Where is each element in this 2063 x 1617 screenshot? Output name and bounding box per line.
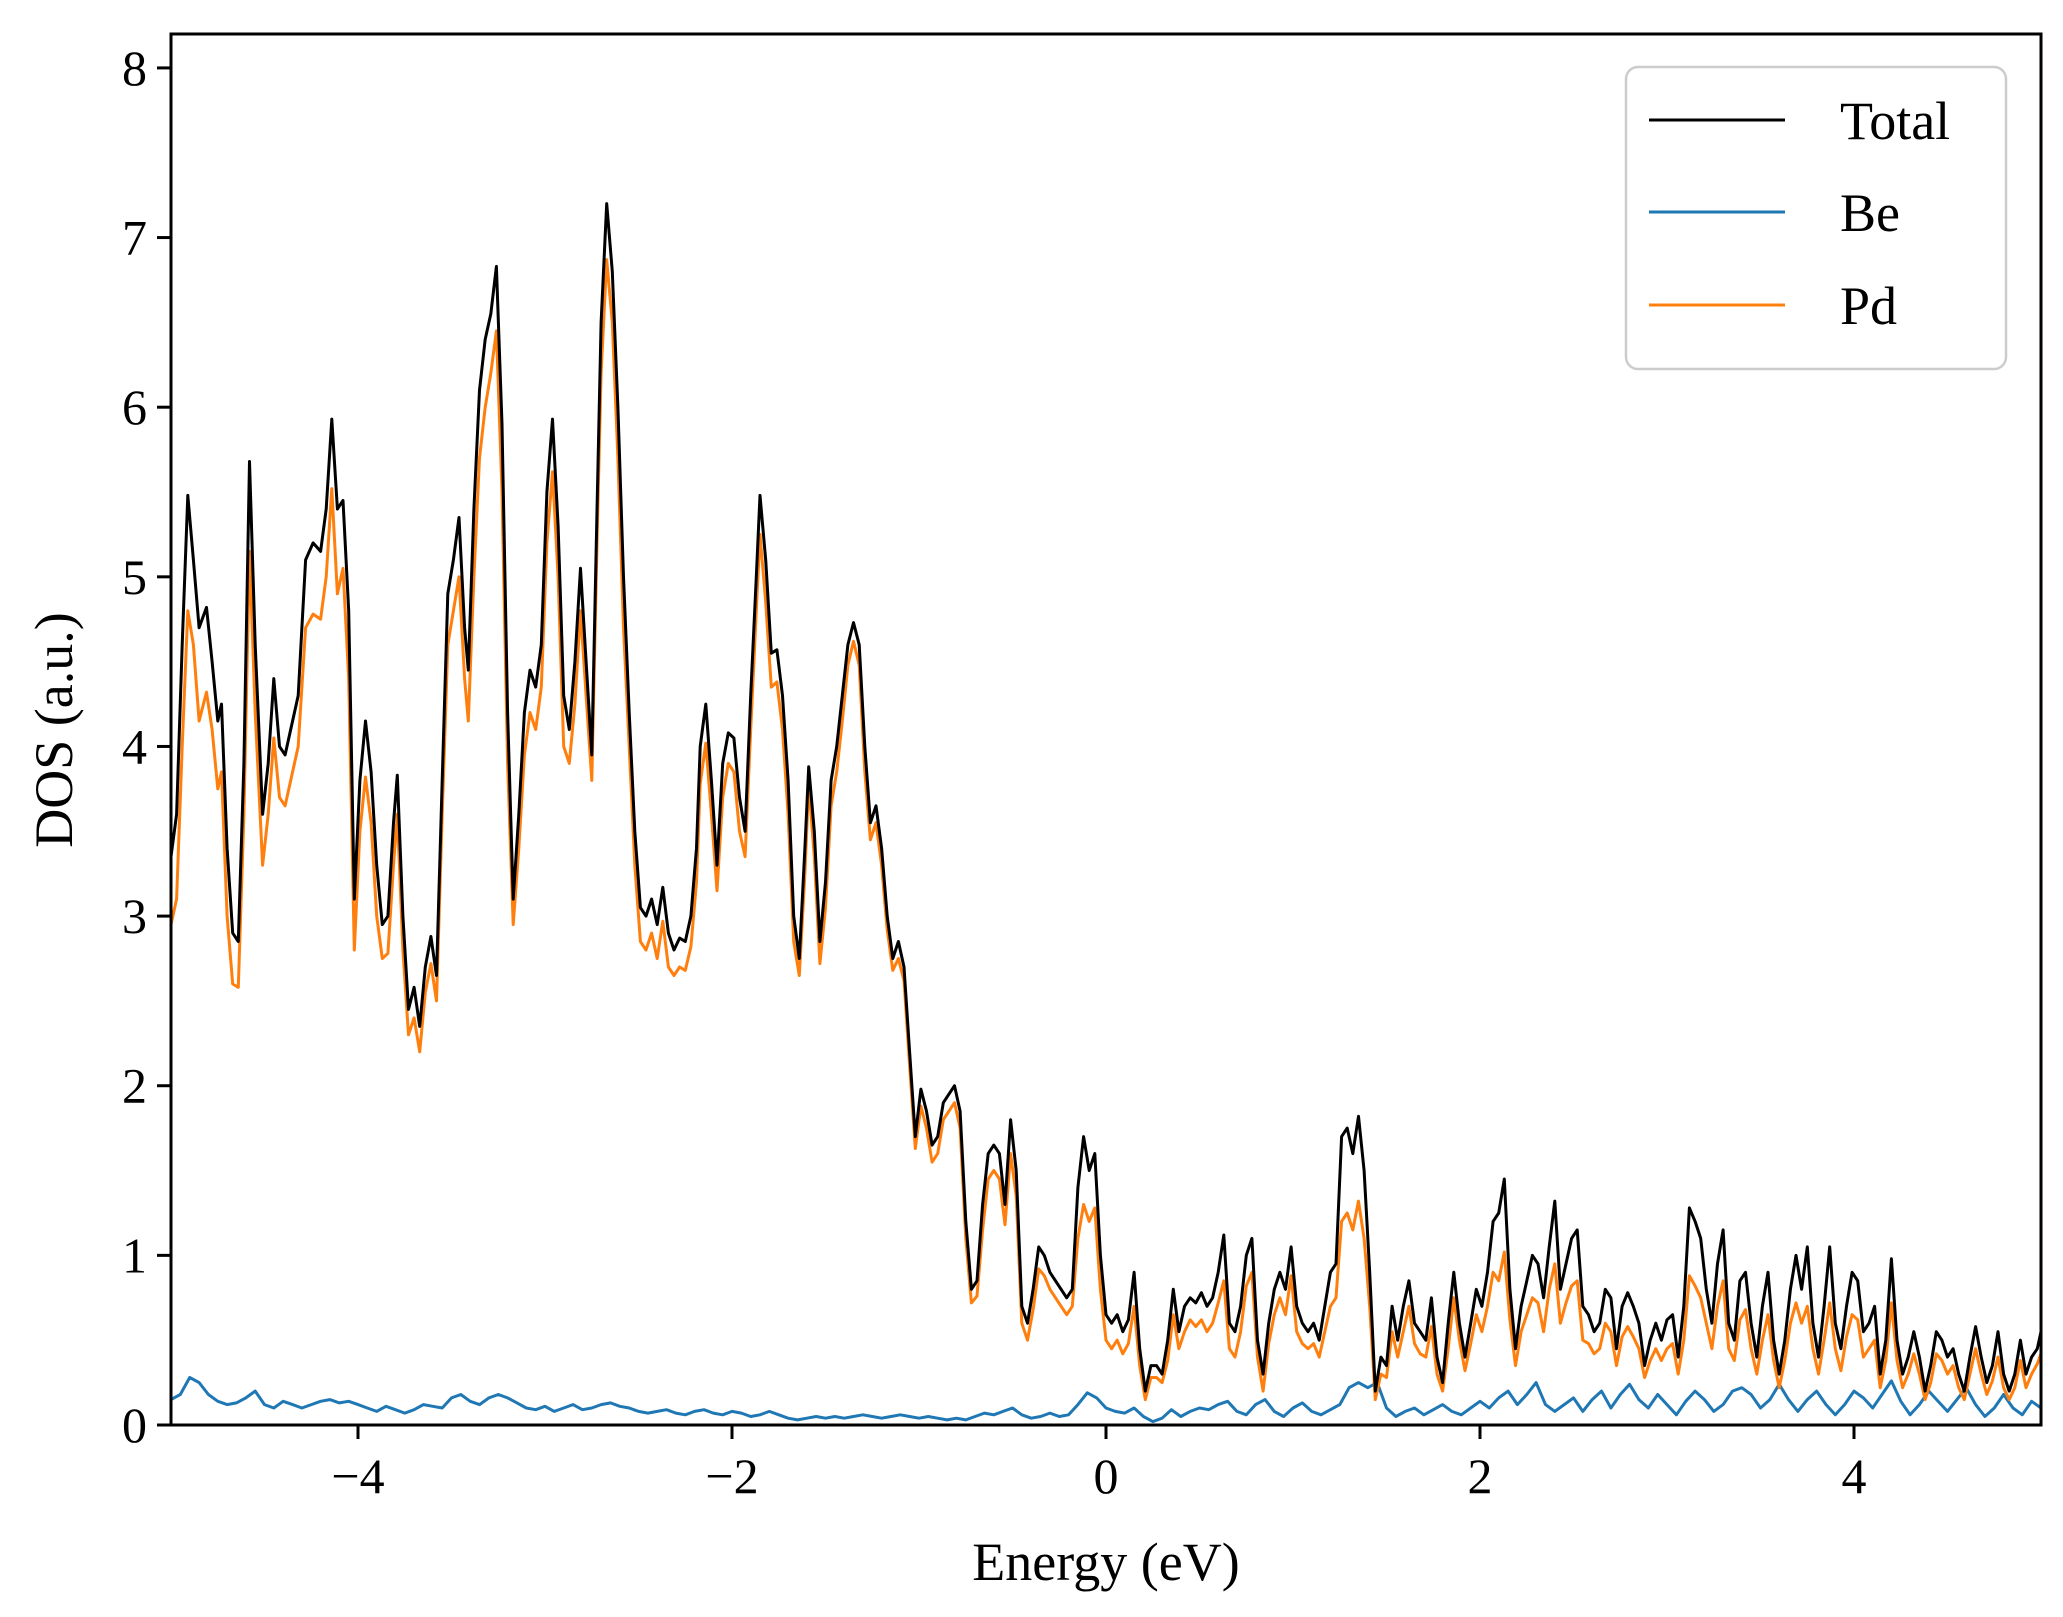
legend: Total Be Pd — [1624, 65, 2008, 371]
x-axis: −4 −2 0 2 4 — [331, 1425, 1867, 1504]
legend-label-be: Be — [1840, 183, 1900, 243]
y-tick-label: 5 — [122, 549, 147, 605]
y-tick-label: 6 — [122, 379, 147, 435]
y-tick-label: 3 — [122, 888, 147, 944]
series-line-pd — [171, 258, 2041, 1402]
series-line-be — [171, 1376, 2041, 1424]
legend-label-pd: Pd — [1840, 276, 1897, 336]
y-tick-label: 4 — [122, 718, 147, 774]
y-tick-label: 1 — [122, 1227, 147, 1283]
x-tick-label: −2 — [705, 1448, 758, 1504]
series-layer — [171, 202, 2041, 1424]
series-line-total — [171, 202, 2041, 1393]
y-axis: 0 1 2 3 4 5 6 7 8 — [122, 40, 171, 1453]
x-axis-label: Energy (eV) — [972, 1532, 1239, 1592]
y-tick-label: 8 — [122, 40, 147, 96]
y-tick-label: 0 — [122, 1397, 147, 1453]
x-tick-label: 0 — [1094, 1448, 1119, 1504]
legend-label-total: Total — [1840, 91, 1950, 151]
x-tick-label: −4 — [331, 1448, 384, 1504]
y-axis-label: DOS (a.u.) — [24, 612, 84, 847]
y-tick-label: 2 — [122, 1058, 147, 1114]
legend-box — [1624, 65, 2008, 371]
x-tick-label: 4 — [1842, 1448, 1867, 1504]
x-tick-label: 2 — [1468, 1448, 1493, 1504]
y-tick-label: 7 — [122, 210, 147, 266]
